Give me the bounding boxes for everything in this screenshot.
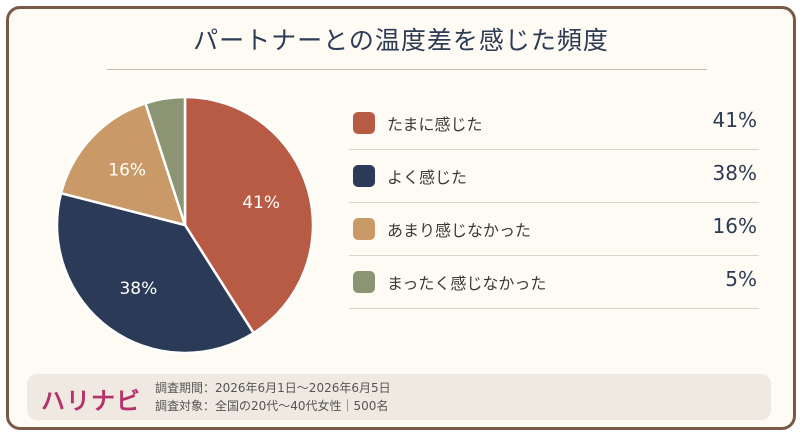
- legend-item-2: あまり感じなかった 16%: [349, 203, 759, 256]
- legend-value-0: 41%: [712, 108, 757, 132]
- legend-label-2: あまり感じなかった: [387, 221, 532, 240]
- brand-logo: ハリナビ: [41, 387, 141, 415]
- pie-label-2: 16%: [108, 161, 146, 181]
- title-divider: [107, 69, 707, 70]
- legend-swatch-1: [353, 165, 375, 187]
- legend-label-1: よく感じた: [387, 168, 468, 187]
- legend-item-3: まったく感じなかった 5%: [349, 256, 759, 309]
- survey-footer: ハリナビ 調査期間：2026年6月1日〜2026年6月5日 調査対象：全国の20…: [27, 374, 771, 420]
- legend-value-3: 5%: [725, 267, 757, 291]
- pie-slice-3: [143, 95, 187, 226]
- survey-target: 調査対象：全国の20代〜40代女性｜500名: [155, 399, 389, 413]
- survey-info: 調査期間：2026年6月1日〜2026年6月5日 調査対象：全国の20代〜40代…: [155, 379, 391, 415]
- legend-label-0: たまに感じた: [387, 115, 483, 134]
- pie-label-0: 41%: [242, 193, 280, 213]
- chart-title: パートナーとの温度差を感じた頻度: [193, 26, 609, 55]
- legend-value-1: 38%: [712, 161, 757, 185]
- legend: たまに感じた 41% よく感じた 38% あまり感じなかった 16% まったく感…: [349, 97, 759, 309]
- pie-slice-2: [59, 101, 187, 227]
- chart-card: パートナーとの温度差を感じた頻度 41% 38% 16% たまに感じた 41% よく…: [6, 6, 796, 430]
- legend-label-3: まったく感じなかった: [387, 274, 547, 293]
- legend-item-0: たまに感じた 41%: [349, 97, 759, 150]
- legend-swatch-0: [353, 112, 375, 134]
- survey-period: 調査期間：2026年6月1日〜2026年6月5日: [155, 381, 391, 395]
- legend-swatch-3: [353, 271, 375, 293]
- pie-slice-1: [55, 191, 256, 355]
- pie-chart: 41% 38% 16%: [55, 95, 315, 355]
- legend-value-2: 16%: [712, 214, 757, 238]
- pie-label-1: 38%: [119, 279, 157, 299]
- legend-swatch-2: [353, 218, 375, 240]
- legend-item-1: よく感じた 38%: [349, 150, 759, 203]
